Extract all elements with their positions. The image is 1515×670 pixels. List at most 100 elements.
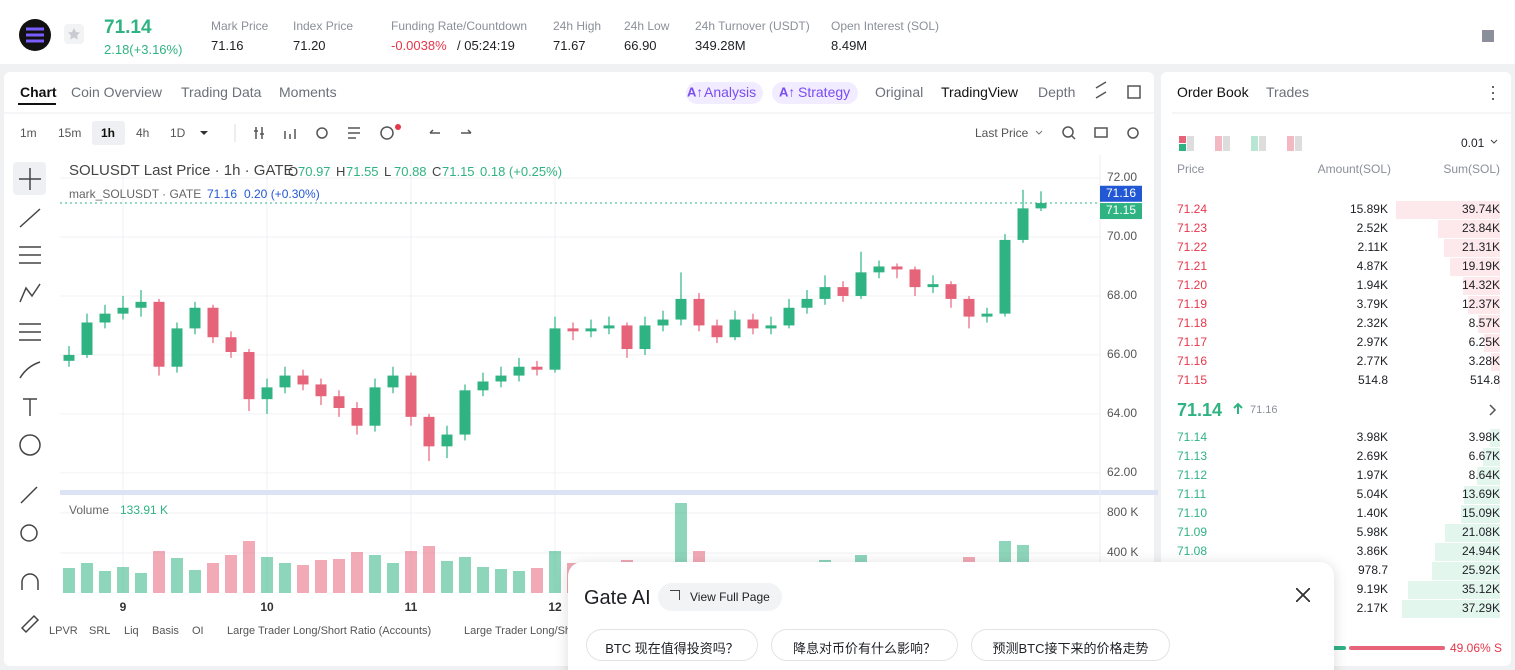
chart-tab[interactable]: Trading Data (181, 84, 262, 100)
volume-bar (477, 567, 489, 593)
candle-body (333, 396, 345, 409)
stat-label: Open Interest (SOL) (831, 19, 940, 33)
indicator[interactable]: Liq (124, 625, 139, 637)
depth-bar (1462, 277, 1500, 295)
chart-tab[interactable]: Moments (279, 84, 337, 100)
dropdown-caret[interactable] (200, 131, 208, 135)
header-bar (0, 0, 1515, 64)
volume-last: 133.91 K (120, 503, 169, 517)
ratio-bar-short (1349, 646, 1445, 650)
view-tab[interactable]: Original (875, 84, 924, 100)
book-price[interactable]: 71.21 (1177, 259, 1208, 273)
col-header: Sum(SOL) (1443, 162, 1500, 176)
book-sum: 23.84K (1461, 221, 1500, 235)
candle-body (117, 307, 129, 314)
close-icon[interactable] (1296, 588, 1310, 602)
book-price[interactable]: 71.10 (1177, 506, 1208, 520)
volume-bar (153, 551, 165, 593)
header-icon[interactable] (1482, 30, 1494, 42)
view-tab[interactable]: Analysis (704, 84, 757, 100)
book-amount: 15.89K (1349, 202, 1388, 216)
indicator[interactable]: LPVR (49, 625, 78, 637)
book-price[interactable]: 71.15 (1177, 373, 1208, 387)
book-price[interactable]: 71.09 (1177, 525, 1208, 539)
legend-key: C (432, 164, 442, 179)
book-price[interactable]: 71.20 (1177, 278, 1208, 292)
candle-body (531, 366, 543, 370)
legend-key: O (288, 164, 299, 179)
candle-body (747, 319, 759, 329)
interval[interactable]: 1m (20, 126, 37, 140)
analysis-pill[interactable] (686, 82, 763, 104)
indicator[interactable]: Basis (152, 625, 179, 637)
candle-body (855, 272, 867, 296)
book-last-price: 71.14 (1177, 400, 1223, 420)
view-full-button[interactable]: View Full Page (658, 583, 782, 611)
question-chip[interactable]: 预测BTC接下来的价格走势 (971, 629, 1170, 661)
depth-bar (1449, 258, 1500, 276)
depth-bar (1444, 524, 1500, 542)
caret (1035, 130, 1043, 135)
candle-body (387, 375, 399, 388)
book-price[interactable]: 71.14 (1177, 430, 1208, 444)
book-amount: 2.11K (1357, 240, 1388, 254)
book-tab[interactable]: Trades (1266, 84, 1310, 100)
book-tab[interactable]: Order Book (1177, 84, 1249, 100)
book-price[interactable]: 71.23 (1177, 221, 1208, 235)
book-price[interactable]: 71.16 (1177, 354, 1208, 368)
book-view-icons (1179, 136, 1302, 151)
book-price[interactable]: 71.19 (1177, 297, 1208, 311)
book-price[interactable]: 71.24 (1177, 202, 1208, 216)
book-price[interactable]: 71.22 (1177, 240, 1208, 254)
view-tab[interactable]: Strategy (798, 84, 851, 100)
book-amount: 9.19K (1356, 582, 1388, 596)
strategy-pill[interactable] (772, 82, 858, 104)
question-chip[interactable]: BTC 现在值得投资吗？ (586, 629, 758, 661)
col-header: Price (1177, 162, 1205, 176)
x-tick-label: 9 (120, 600, 127, 614)
book-sum: 6.67K (1468, 449, 1500, 463)
book-price[interactable]: 71.17 (1177, 335, 1208, 349)
stat-value: 71.16 (211, 38, 244, 53)
book-price[interactable]: 71.18 (1177, 316, 1208, 330)
view-tab[interactable]: Depth (1038, 84, 1076, 100)
indicator[interactable]: OI (192, 625, 204, 637)
depth-bar (1483, 334, 1500, 352)
interval[interactable]: 4h (136, 126, 150, 140)
price-source[interactable]: Last Price (975, 126, 1029, 140)
volume-bar (63, 568, 75, 593)
book-amount: 5.98K (1356, 525, 1388, 539)
book-sum: 8.57K (1468, 316, 1500, 330)
indicator[interactable]: Large Trader Long/Short Ratio (Accounts) (227, 625, 432, 637)
volume-bar (135, 573, 147, 593)
volume-bar (171, 558, 183, 593)
mark-value: 71.16 (207, 187, 238, 201)
volume-bar (441, 561, 453, 593)
legend-value: 70.97 (298, 164, 331, 179)
depth-bar (1434, 543, 1500, 561)
y-tick-label: 62.00 (1107, 465, 1137, 479)
chart-tab[interactable]: Coin Overview (71, 84, 163, 100)
chart-tab[interactable]: Chart (20, 84, 57, 100)
stat-label: Mark Price (211, 19, 269, 33)
book-amount: 1.97K (1356, 468, 1388, 482)
y-tick-label: 400 K (1107, 545, 1138, 559)
book-amount: 3.79K (1356, 297, 1388, 311)
interval[interactable]: 1h (101, 126, 116, 140)
book-price[interactable]: 71.11 (1177, 487, 1207, 501)
svg-text:A↑: A↑ (779, 84, 795, 99)
indicator[interactable]: SRL (89, 625, 111, 637)
candle-body (279, 375, 291, 388)
book-price[interactable]: 71.08 (1177, 544, 1208, 558)
book-price[interactable]: 71.12 (1177, 468, 1208, 482)
interval[interactable]: 15m (58, 126, 82, 140)
interval[interactable]: 1D (170, 126, 186, 140)
stat-label: Funding Rate/Countdown (391, 19, 528, 33)
book-price[interactable]: 71.13 (1177, 449, 1208, 463)
question-chip[interactable]: 降息对币价有什么影响？ (771, 629, 958, 661)
precision[interactable]: 0.01 (1461, 136, 1485, 150)
expand-arrow[interactable] (1489, 404, 1497, 416)
ai-icons: A↑ A↑ (687, 84, 795, 99)
view-tab[interactable]: TradingView (941, 84, 1019, 100)
candle-body (837, 287, 849, 296)
